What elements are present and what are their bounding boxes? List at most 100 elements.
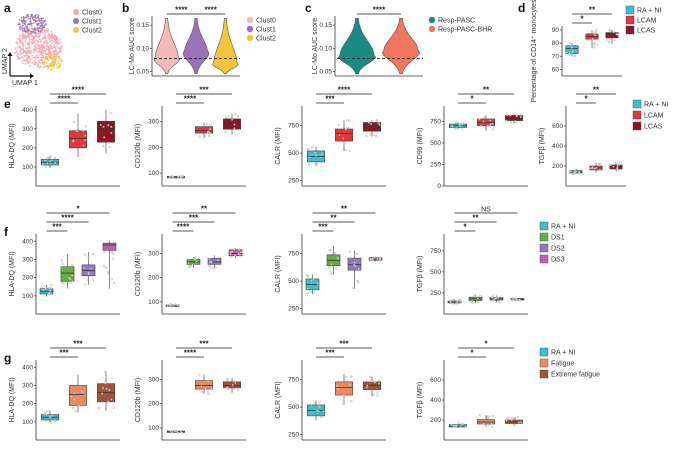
data-point [349, 375, 352, 378]
data-point [460, 422, 463, 425]
umap-point [33, 44, 36, 47]
data-point [86, 278, 89, 281]
data-point [172, 304, 175, 307]
legend-swatch [246, 16, 254, 24]
y-axis-label: CD120b (MFI) [135, 252, 142, 296]
data-point [594, 34, 597, 37]
data-point [74, 409, 77, 413]
umap-point [26, 36, 29, 38]
umap-point [57, 55, 60, 58]
umap-point [24, 30, 27, 33]
significance-label: **** [184, 95, 197, 104]
umap-point [35, 54, 38, 57]
umap-point [57, 66, 59, 69]
data-point [231, 384, 234, 387]
data-point [84, 393, 87, 397]
y-axis-label: CD99 (MFI) [417, 128, 424, 165]
umap-point [51, 67, 54, 70]
umap-point [25, 38, 28, 41]
umap-point [40, 45, 42, 48]
significance-label: ** [593, 86, 600, 95]
umap-point [24, 16, 27, 19]
data-point [47, 410, 50, 413]
data-point [619, 161, 622, 164]
umap-point [56, 64, 58, 67]
umap-point [54, 43, 56, 45]
legend-swatch [73, 27, 79, 33]
significance-label: ** [472, 214, 479, 223]
umap-point [19, 49, 22, 52]
data-point [489, 119, 492, 122]
umap-point [27, 50, 29, 53]
data-point [377, 382, 381, 385]
data-point [578, 171, 581, 174]
significance-label: **** [72, 86, 85, 95]
significance-label: **** [184, 349, 197, 358]
umap-point [56, 45, 59, 47]
umap-point [40, 62, 42, 64]
data-point [102, 144, 105, 147]
y-tick-label: 0 [437, 183, 441, 190]
data-point [366, 384, 369, 387]
data-point [510, 418, 513, 421]
umap-point [29, 49, 31, 52]
data-point [449, 299, 452, 302]
data-point [591, 166, 594, 169]
data-point [101, 386, 104, 389]
data-point [350, 399, 353, 403]
data-point [352, 286, 355, 290]
data-point [463, 122, 466, 125]
data-point [103, 136, 106, 139]
umap-point [47, 46, 50, 48]
umap-point [29, 18, 32, 21]
data-point [479, 124, 483, 127]
y-tick-label: 300 [22, 382, 33, 389]
y-axis-label: CALR (MFI) [275, 255, 282, 292]
data-point [330, 272, 333, 276]
umap-point [38, 61, 41, 64]
data-point [71, 280, 74, 283]
data-point [194, 256, 197, 259]
data-point [610, 42, 613, 45]
y-tick-label: 250 [288, 432, 299, 439]
umap-point [41, 23, 43, 25]
violin-Clust2 [212, 18, 239, 74]
y-tick-label: 200 [22, 401, 33, 408]
umap-point [38, 20, 41, 23]
umap-point [51, 47, 53, 50]
panel-label-d: d [518, 1, 525, 15]
data-point [356, 279, 359, 283]
legend-label: Resp-PASC-BHR [438, 27, 492, 34]
legend-label: Clust0 [256, 18, 276, 25]
significance-label: ** [201, 205, 208, 214]
data-point [342, 394, 345, 397]
data-point [225, 386, 228, 389]
data-point [205, 123, 208, 126]
data-point [489, 124, 492, 127]
data-point [491, 415, 494, 418]
umap-point [35, 58, 37, 60]
data-point [234, 381, 237, 384]
y-tick-label: 500 [430, 140, 441, 147]
data-point [107, 141, 110, 144]
legend-label: DS3 [551, 257, 565, 264]
data-point [322, 410, 325, 413]
significance-label: *** [52, 223, 62, 232]
data-point [313, 291, 316, 294]
umap-point [58, 57, 61, 59]
data-point [72, 407, 75, 410]
y-tick-label: 90 [552, 27, 560, 34]
umap-point [27, 18, 30, 20]
umap-point [42, 20, 44, 22]
data-point [54, 161, 57, 164]
umap-point [52, 37, 54, 40]
data-point [459, 424, 462, 428]
data-point [187, 261, 190, 265]
data-point [587, 39, 590, 42]
umap-point [24, 25, 27, 28]
significance-label: ** [589, 6, 596, 15]
legend-label: Clust0 [82, 10, 102, 17]
umap-point [26, 14, 29, 16]
data-point [169, 430, 172, 433]
data-point [110, 125, 113, 128]
